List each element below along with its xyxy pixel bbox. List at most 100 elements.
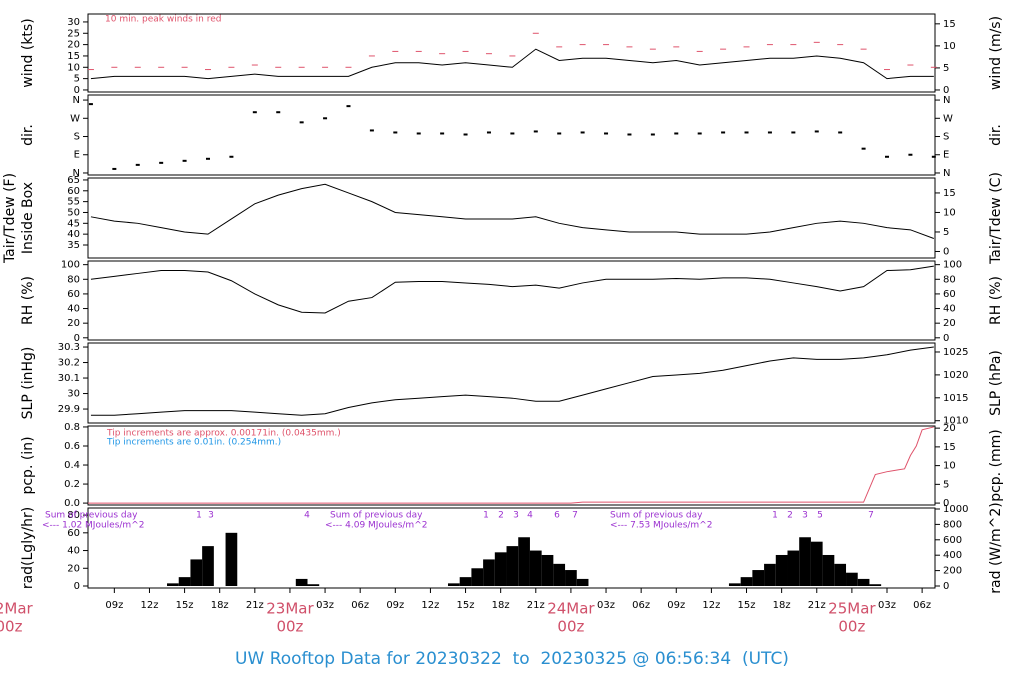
y2-tick-label: 1010 [943, 416, 968, 427]
hour-marker: 7 [868, 511, 874, 521]
dir-point [510, 132, 515, 135]
date-label: 23Mar [266, 600, 314, 618]
y2-tick-label: 200 [943, 566, 962, 577]
y-tick-label: 15 [67, 51, 80, 62]
y2-axis-label: SLP (hPa) [988, 350, 1004, 416]
x-tick-label: 09z [105, 600, 123, 611]
y-tick-label: 60 [67, 528, 80, 539]
x-tick-label: 18z [492, 600, 510, 611]
y2-tick-label: 5 [943, 479, 949, 490]
y-axis-label: dir. [20, 124, 36, 146]
annotation: Tip increments are 0.01in. (0.254mm.) [106, 438, 281, 448]
panel-frame [87, 13, 936, 93]
y2-tick-label: 10 [943, 207, 956, 218]
dir-point [721, 131, 726, 134]
rad-bar [541, 554, 554, 587]
y-tick-label: 0 [74, 333, 80, 344]
rad-bar [307, 584, 320, 587]
hour-marker: 2 [787, 511, 793, 521]
y-tick-label: E [74, 150, 80, 161]
dir-point [533, 130, 538, 133]
x-tick-label: 15z [176, 600, 194, 611]
y-axis-label: rad(Lgly/hr) [20, 507, 36, 589]
rad-bar [529, 550, 542, 587]
y-tick-label: 40 [67, 229, 80, 240]
y-tick-label: 0.2 [64, 479, 80, 490]
y-axis-label: Tair/Tdew (F) [2, 173, 18, 264]
rad-bar [494, 552, 507, 587]
y2-tick-label: 1015 [943, 393, 968, 404]
y2-tick-label: 600 [943, 535, 962, 546]
rad-bar [576, 578, 589, 587]
dir-point [627, 133, 632, 136]
rad-bar [295, 578, 308, 587]
rad-bar [178, 577, 191, 587]
y-tick-label: 0 [74, 85, 80, 96]
rad-bar [518, 537, 530, 587]
rad-bar [752, 570, 765, 587]
x-tick-label: 21z [808, 600, 826, 611]
y2-tick-label: 40 [943, 304, 956, 315]
y2-tick-label: 800 [943, 519, 962, 530]
dir-point [393, 131, 398, 134]
panel-frame [87, 94, 936, 176]
y-tick-label: 0.0 [64, 498, 80, 509]
x-tick-label: 03z [878, 600, 896, 611]
rad-bar [483, 559, 495, 587]
y-tick-label: 20 [67, 40, 80, 51]
y2-axis-label: Tair/Tdew (C) [988, 172, 1004, 265]
y2-tick-label: 20 [943, 423, 956, 434]
dir-point [112, 167, 117, 170]
y-tick-label: 60 [67, 289, 80, 300]
dir-point [463, 133, 468, 136]
chart-title: UW Rooftop Data for 20230322 to 20230325… [235, 649, 789, 669]
y-axis-label: wind (kts) [20, 18, 36, 87]
rad-bar [167, 583, 179, 587]
dir-point [838, 131, 843, 134]
data-line [88, 426, 934, 504]
panel-frame [87, 507, 936, 589]
dir-point [205, 157, 210, 160]
dir-point [861, 147, 866, 150]
y2-tick-label: E [943, 150, 949, 161]
hour-marker: 3 [208, 511, 214, 521]
rad-bar [787, 550, 800, 587]
y2-tick-label: 5 [943, 227, 949, 238]
y2-tick-label: 60 [943, 289, 956, 300]
y-tick-label: 30.2 [58, 358, 80, 369]
date-sublabel: 00z [557, 618, 584, 636]
y-tick-label: 40 [67, 546, 80, 557]
y2-tick-label: 0 [943, 246, 949, 257]
y2-tick-label: 80 [943, 274, 956, 285]
date-label: 25Mar [828, 600, 876, 618]
y-tick-label: 0 [74, 581, 80, 592]
rad-bar [799, 537, 811, 587]
y-tick-label: 60 [67, 186, 80, 197]
y2-tick-label: S [943, 132, 949, 143]
y2-axis-label: RH (%) [988, 276, 1004, 325]
rad-bar [728, 583, 741, 587]
y2-tick-label: 400 [943, 550, 962, 561]
y2-tick-label: 0 [943, 85, 949, 96]
y-tick-label: 50 [67, 207, 80, 218]
rad-bar [225, 532, 238, 587]
y-tick-label: 5 [74, 74, 80, 85]
dir-point [276, 111, 281, 114]
dir-point [791, 131, 796, 134]
x-tick-label: 03z [597, 600, 615, 611]
x-tick-label: 15z [457, 600, 475, 611]
rad-bar [506, 546, 519, 587]
y2-tick-label: W [943, 113, 953, 124]
rad-bar [740, 577, 753, 587]
panel-frame [87, 260, 936, 341]
dir-point [369, 129, 374, 132]
rad-bar [764, 563, 776, 587]
x-tick-label: 12z [702, 600, 720, 611]
y-axis-label: RH (%) [20, 276, 36, 325]
annotation: <--- 4.09 MJoules/m^2 [325, 521, 427, 531]
y-tick-label: S [74, 132, 80, 143]
x-tick-label: 15z [738, 600, 756, 611]
hour-marker: 5 [817, 511, 823, 521]
date-label: 22Mar [0, 600, 34, 618]
